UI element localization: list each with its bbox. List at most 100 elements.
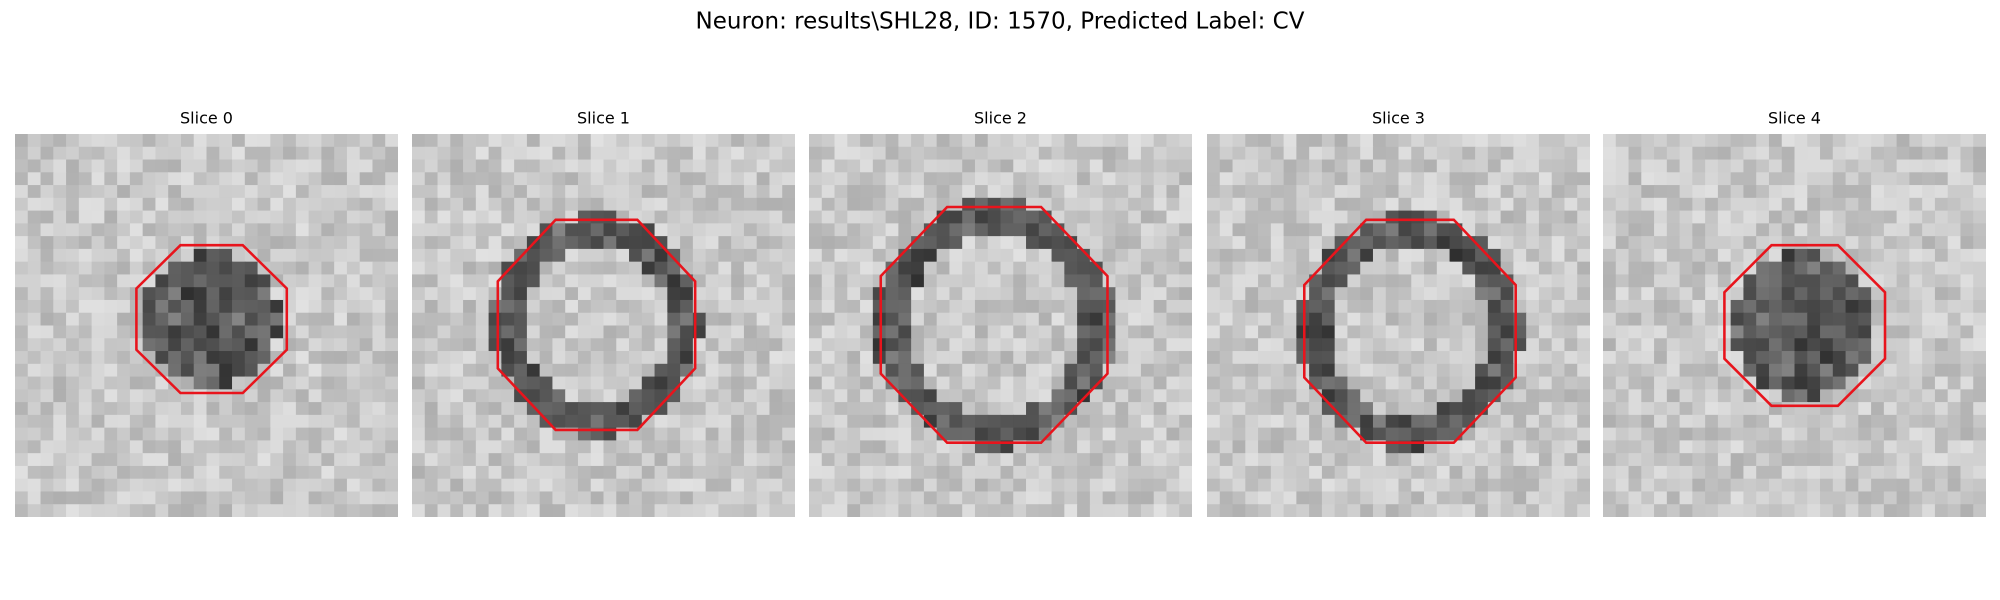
pixel (15, 261, 29, 276)
pixel (1013, 223, 1027, 237)
pixel (1871, 338, 1885, 352)
pixel (1820, 134, 1834, 148)
pixel (809, 414, 823, 429)
pixel (78, 146, 93, 161)
pixel (1615, 325, 1630, 339)
pixel (577, 287, 592, 301)
pixel (193, 338, 208, 352)
pixel (450, 223, 464, 237)
pixel (603, 223, 617, 237)
pixel (1089, 172, 1104, 186)
pixel (616, 274, 630, 288)
pixel (1270, 376, 1285, 390)
pixel (1064, 312, 1078, 327)
pixel (539, 236, 554, 250)
pixel (1064, 287, 1078, 301)
pixel (1654, 363, 1668, 378)
pixel (987, 274, 1002, 288)
pixel (923, 287, 938, 301)
pixel (936, 402, 951, 416)
pixel (129, 478, 144, 493)
pixel (680, 197, 694, 212)
pixel (488, 223, 503, 237)
pixel (1756, 414, 1770, 429)
pixel (1089, 134, 1104, 148)
pixel (78, 134, 93, 148)
pixel (66, 427, 80, 442)
pixel (1347, 197, 1361, 212)
pixel (1756, 325, 1770, 339)
pixel (539, 197, 554, 212)
pixel (295, 427, 310, 442)
pixel (1436, 338, 1451, 352)
pixel (769, 376, 783, 390)
pixel (321, 261, 335, 276)
pixel (1628, 376, 1642, 390)
pixel (334, 223, 348, 237)
pixel (936, 274, 951, 288)
pixel (1871, 491, 1885, 505)
pixel (590, 274, 605, 288)
pixel (514, 274, 528, 288)
pixel (168, 197, 182, 212)
pixel (769, 172, 783, 186)
pixel (1232, 159, 1246, 173)
pixel (155, 197, 169, 212)
pixel (1166, 453, 1180, 467)
pixel (1283, 427, 1298, 442)
pixel (53, 299, 67, 314)
image-panel (809, 134, 1192, 517)
pixel (1245, 414, 1259, 429)
pixel (1858, 325, 1872, 339)
pixel (1000, 287, 1014, 301)
pixel (1436, 236, 1451, 250)
pixel (1564, 351, 1578, 365)
pixel (1551, 172, 1566, 186)
pixel (1013, 376, 1027, 390)
pixel (1245, 261, 1259, 276)
pixel (475, 236, 490, 250)
pixel (1973, 299, 1986, 314)
pixel (1807, 248, 1821, 263)
pixel (539, 287, 554, 301)
pixel (731, 363, 745, 378)
pixel (1296, 478, 1310, 493)
pixel (1654, 491, 1668, 505)
pixel (385, 159, 398, 173)
pixel (1500, 453, 1515, 467)
pixel (295, 312, 310, 327)
pixel (1321, 223, 1336, 237)
pixel (463, 287, 477, 301)
pixel (1615, 159, 1630, 173)
pixel (295, 363, 310, 378)
pixel (1296, 465, 1310, 480)
pixel (1115, 504, 1129, 517)
pixel (1654, 351, 1668, 365)
pixel (308, 427, 323, 442)
pixel (782, 312, 795, 327)
pixel (847, 376, 861, 390)
pixel (1166, 159, 1180, 173)
pixel (718, 465, 732, 480)
pixel (1768, 453, 1783, 467)
pixel (424, 440, 439, 454)
pixel (731, 376, 745, 390)
pixel (1551, 197, 1566, 212)
pixel (1385, 376, 1400, 390)
pixel (1309, 312, 1323, 327)
pixel (1102, 159, 1117, 173)
pixel (616, 261, 630, 276)
pixel (1551, 440, 1566, 454)
pixel (847, 261, 861, 276)
pixel (834, 261, 848, 276)
pixel (488, 402, 503, 416)
pixel (1679, 414, 1694, 429)
pixel (1603, 491, 1617, 505)
pixel (1768, 287, 1783, 301)
pixel (1756, 453, 1770, 467)
pixel (1321, 363, 1336, 378)
pixel (1526, 287, 1540, 301)
pixel (1526, 402, 1540, 416)
pixel (949, 465, 963, 480)
pixel (1026, 504, 1040, 517)
